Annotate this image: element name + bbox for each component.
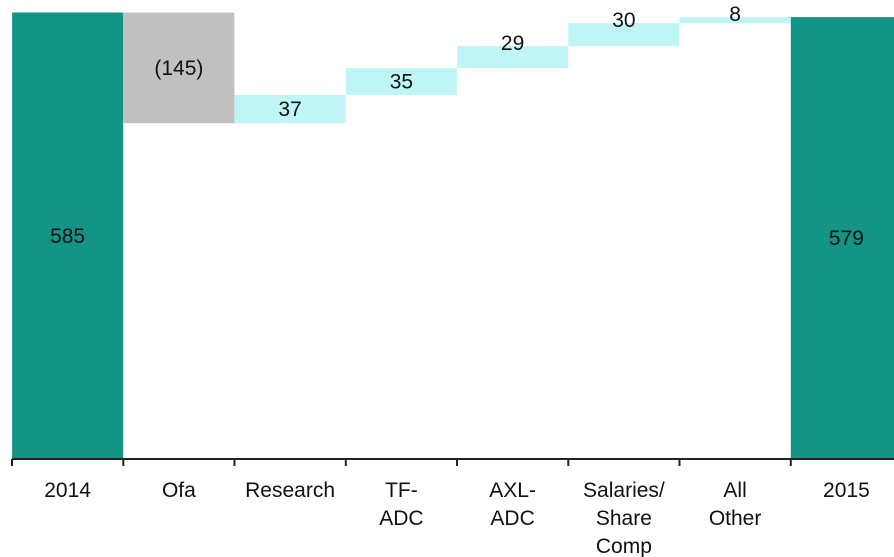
data-label-0: 585	[50, 225, 85, 248]
data-label-5: 30	[612, 9, 635, 32]
data-label-6: 8	[729, 3, 741, 26]
bar-7	[790, 17, 894, 459]
bar-6	[679, 17, 791, 24]
x-tick-label-0: 2014	[44, 479, 91, 502]
data-label-1: (145)	[154, 57, 203, 80]
x-tick-label-4: AXL-ADC	[489, 479, 536, 530]
data-label-4: 29	[501, 32, 524, 55]
x-tick-label-7: 2015	[823, 479, 870, 502]
bar-3	[345, 68, 457, 95]
data-label-3: 35	[390, 71, 413, 94]
x-tick-label-6: All Other	[709, 479, 762, 530]
x-tick-label-1: Ofa	[162, 479, 196, 502]
chart-bars	[12, 12, 894, 459]
data-label-7: 579	[829, 227, 864, 250]
bar-0	[12, 12, 124, 459]
data-labels: 585 (145) 37 35 29 30 8 579	[50, 3, 864, 250]
bar-1	[123, 12, 235, 124]
bar-2	[234, 95, 346, 124]
bar-4	[457, 46, 569, 69]
x-tick-label-2: Research	[245, 479, 335, 502]
data-label-2: 37	[278, 98, 301, 121]
bar-5	[568, 23, 680, 47]
x-tick-label-5: Salaries/Share Comp	[583, 479, 665, 557]
x-axis	[11, 458, 894, 466]
x-tick-labels: 2014 Ofa Research TF-ADC AXL-ADC Salaries/Sha…	[44, 479, 870, 557]
x-tick-label-3: TF-ADC	[379, 479, 423, 530]
